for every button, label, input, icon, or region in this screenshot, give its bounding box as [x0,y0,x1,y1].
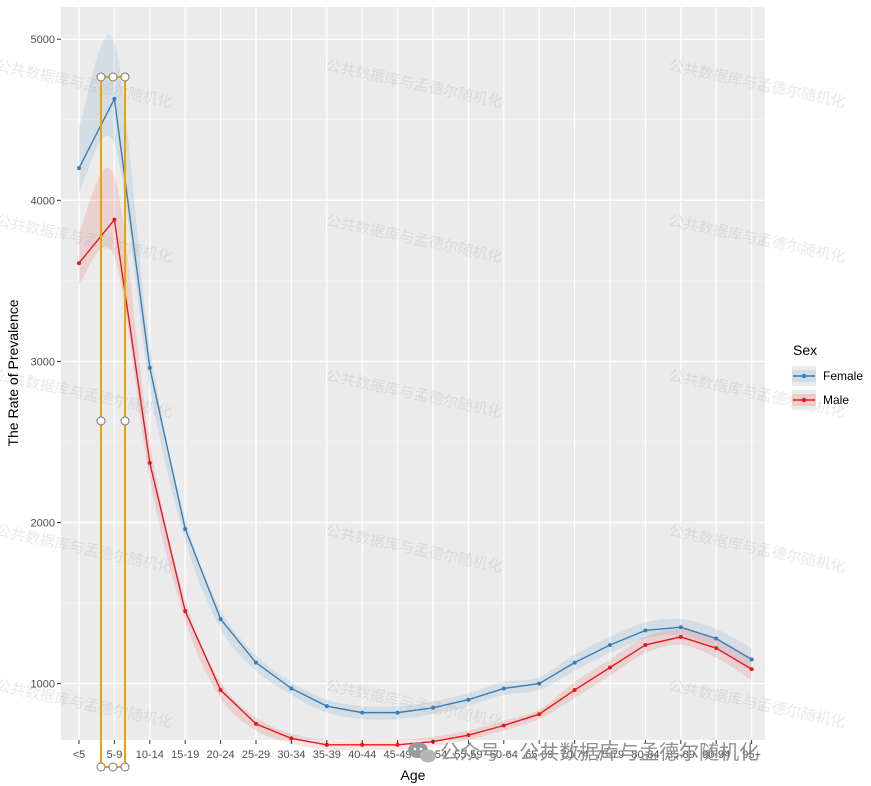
male-point [572,688,577,693]
wechat-icon [408,742,436,763]
male-point [183,609,188,614]
female-point [466,697,471,702]
x-tick-label: 45-49 [384,749,412,761]
legend-label-male: Male [823,393,849,407]
male-point [643,642,648,647]
x-tick-label: 15-19 [171,749,199,761]
male-point [678,634,683,639]
x-tick-label: 90-94 [702,749,730,761]
x-tick-label: 65-69 [525,749,553,761]
female-point [254,660,258,665]
x-tick-label: 25-29 [242,749,270,761]
female-point [112,96,117,101]
female-point [678,625,683,630]
selection-overlay[interactable] [96,72,130,772]
legend: Sex Female Male [792,342,863,410]
male-point [749,667,754,672]
x-tick-label: 40-44 [348,749,376,761]
grid-lines [61,7,765,740]
x-tick-label: 5-9 [106,749,122,761]
male-point [147,460,152,465]
resize-handle[interactable] [120,416,130,426]
x-tick-label: 35-39 [313,749,341,761]
x-tick-label: 95+ [742,749,761,761]
female-point [501,686,506,691]
legend-point-female [801,373,807,379]
female-point [289,686,294,691]
brand-footer: 公众号 · 公共数据库与孟德尔随机化 [408,740,759,764]
female-point [147,365,152,370]
female-point [218,617,223,622]
legend-title: Sex [793,342,817,358]
male-point [608,665,612,670]
male-point [218,688,223,693]
male-point [360,742,365,747]
brand-text: 公众号 · 公共数据库与孟德尔随机化 [440,740,759,764]
male-point [77,261,81,266]
female-point [714,636,719,641]
resize-handle[interactable] [120,72,130,82]
female-point [324,704,329,709]
x-tick-label: 30-34 [277,749,305,761]
y-tick-label: 5000 [31,34,55,46]
female-point [395,710,400,715]
y-tick-label: 4000 [31,195,55,207]
series-points [77,96,754,747]
x-tick-label: 60-64 [490,749,518,761]
x-tick-label: 75-79 [596,749,624,761]
y-axis: 1000 2000 3000 4000 5000 [31,34,61,691]
x-tick-label: 80-84 [631,749,659,761]
male-point [537,712,542,717]
resize-handle[interactable] [96,416,106,426]
male-point [395,742,400,747]
male-point [289,736,294,741]
x-axis-title: Age [401,767,426,783]
x-tick-label: 20-24 [207,749,235,761]
female-point [643,628,648,633]
y-axis-title: The Rate of Prevalence [5,299,21,446]
y-tick-label: 2000 [31,518,55,530]
x-tick-label: 70-74 [561,749,589,761]
female-point [608,642,612,647]
x-axis: <5 5-9 10-14 15-19 20-24 25-29 30-34 35-39 40-44… [73,740,761,761]
resize-handle[interactable] [96,72,106,82]
x-tick-label: 85-89 [667,749,695,761]
male-point [254,721,258,726]
legend-label-female: Female [823,369,863,383]
male-point [501,723,506,728]
male-point [714,646,719,651]
female-point [431,705,435,710]
resize-handle[interactable] [120,762,130,772]
female-point [749,657,754,662]
female-point [360,710,365,715]
resize-handle[interactable] [108,72,118,82]
y-tick-label: 3000 [31,356,55,368]
resize-handle[interactable] [96,762,106,772]
legend-point-male [801,397,807,403]
female-line [78,96,752,714]
male-point [112,217,117,222]
x-tick-label: <5 [73,749,86,761]
female-point [77,166,81,171]
x-tick-label: 55-59 [454,749,482,761]
female-point [572,660,577,665]
female-point [183,526,188,531]
male-point [324,742,329,747]
plot-panel [61,7,765,740]
female-point [537,681,542,686]
x-tick-label: 10-14 [136,749,164,761]
y-tick-label: 1000 [31,679,55,691]
resize-handle[interactable] [108,762,118,772]
male-point [466,733,471,738]
